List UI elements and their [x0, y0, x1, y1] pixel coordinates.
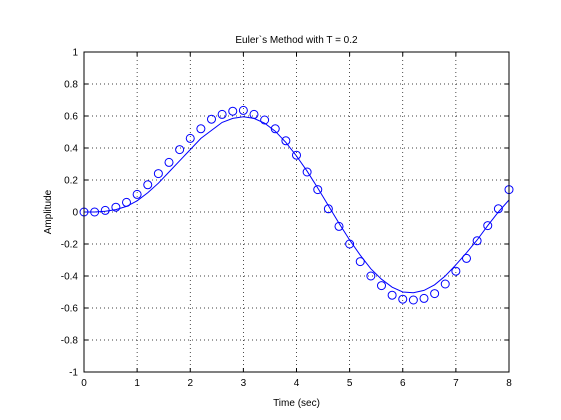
x-tick-label: 5: [347, 378, 353, 389]
y-tick-label: 0.2: [64, 176, 78, 187]
y-axis-label: Amplitude: [43, 189, 54, 234]
y-tick-label: -1: [69, 368, 78, 379]
data-point-marker: [164, 157, 174, 167]
data-point-marker: [238, 105, 248, 115]
data-point-marker: [132, 189, 142, 199]
data-point-marker: [196, 124, 206, 134]
y-tick-label: 0: [72, 208, 78, 219]
data-point-marker: [398, 294, 408, 304]
x-tick-label: 7: [453, 378, 459, 389]
data-point-marker: [462, 253, 471, 263]
data-point-marker: [185, 133, 195, 143]
data-point-marker: [451, 266, 461, 276]
x-tick-label: 3: [241, 378, 247, 389]
data-point-marker: [281, 136, 291, 146]
x-axis-label: Time (sec): [273, 398, 320, 409]
data-point-marker: [419, 293, 429, 303]
data-point-marker: [430, 289, 440, 299]
data-point-marker: [483, 221, 493, 231]
data-point-marker: [100, 205, 110, 215]
y-tick-label: 0.4: [64, 144, 78, 155]
y-tick-label: 0.6: [64, 112, 78, 123]
data-point-marker: [249, 109, 259, 119]
data-point-marker: [408, 295, 418, 305]
data-point-marker: [302, 167, 312, 177]
data-point-marker: [260, 115, 270, 125]
tick-labels: 0 1 2 3 4 5 6 7 8 1 0.8 0.6 0.4 0.2 0 -0.2 -0.4 -0.6 -0.8 -…: [61, 48, 512, 390]
x-tick-label: 2: [187, 378, 193, 389]
data-point-marker: [345, 239, 355, 249]
data-point-marker: [387, 290, 397, 300]
series-layer: [79, 105, 514, 305]
data-point-marker: [175, 145, 185, 155]
y-tick-label: -0.8: [61, 336, 79, 347]
data-point-marker: [366, 271, 376, 281]
data-point-marker: [323, 204, 333, 214]
data-point-marker: [153, 169, 163, 179]
grid: [84, 52, 509, 372]
x-tick-label: 0: [81, 378, 87, 389]
chart-title: Euler`s Method with T = 0.2: [235, 34, 358, 46]
data-point-marker: [334, 221, 344, 231]
data-point-marker: [143, 180, 153, 190]
x-tick-label: 8: [506, 378, 512, 389]
data-point-marker: [270, 124, 280, 134]
data-point-marker: [90, 207, 100, 217]
y-tick-label: 1: [72, 48, 78, 59]
data-point-marker: [377, 281, 386, 291]
data-point-marker: [207, 114, 216, 124]
data-point-marker: [111, 202, 121, 212]
x-tick-label: 4: [294, 378, 300, 389]
data-point-marker: [292, 150, 301, 160]
data-point-marker: [355, 257, 365, 267]
plot-frame: [83, 51, 510, 373]
x-tick-label: 6: [400, 378, 406, 389]
data-point-marker: [228, 106, 238, 116]
y-tick-label: -0.2: [61, 240, 79, 251]
data-point-marker: [217, 109, 227, 119]
data-point-marker: [493, 204, 503, 214]
y-tick-label: -0.6: [61, 304, 79, 315]
data-point-marker: [440, 279, 450, 289]
data-point-marker: [313, 185, 323, 195]
data-point-marker: [122, 197, 131, 207]
data-point-marker: [472, 236, 482, 246]
y-tick-label: -0.4: [61, 272, 79, 283]
x-tick-label: 1: [134, 378, 140, 389]
y-tick-label: 0.8: [64, 80, 78, 91]
series-line: [84, 116, 510, 294]
